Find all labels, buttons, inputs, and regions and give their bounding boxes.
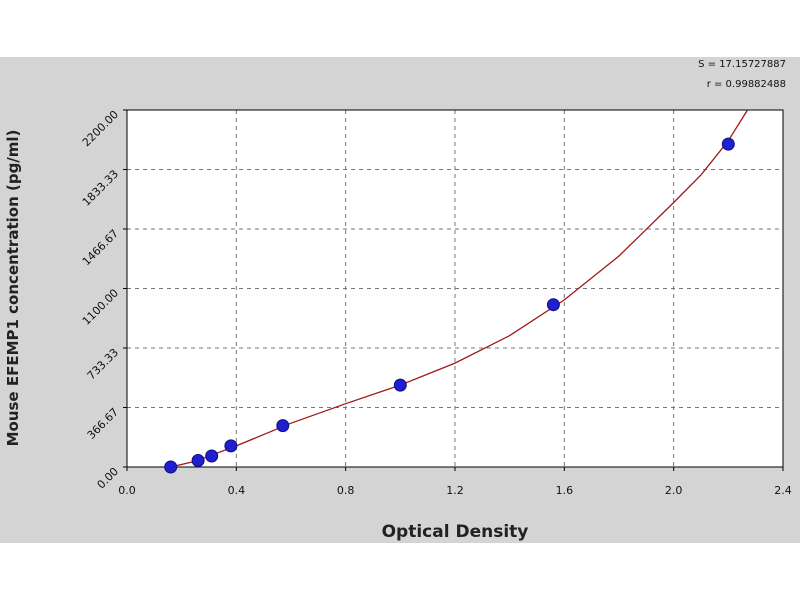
chart: 0.0 0.4 0.8 1.2 1.6 2.0 2.4 0.00 366.67 733.33 11…	[4, 59, 792, 542]
data-point	[224, 439, 238, 453]
data-point	[164, 460, 178, 474]
stat-s: S = 17.15727887	[698, 59, 786, 70]
fit-curve-group	[170, 109, 749, 467]
stat-r: r = 0.99882488	[707, 79, 786, 90]
data-point	[191, 454, 205, 467]
x-tick-label: 2.0	[665, 484, 683, 497]
y-tick-label: 366.67	[85, 405, 121, 441]
y-axis-title: Mouse EFEMP1 concentration (pg/ml)	[4, 130, 22, 447]
data-point	[276, 419, 290, 433]
fit-curve	[170, 109, 749, 467]
y-tick-label: 2200.00	[80, 108, 121, 149]
x-tick-label: 0.8	[337, 484, 355, 497]
data-point	[393, 378, 407, 392]
chart-frame: 0.0 0.4 0.8 1.2 1.6 2.0 2.4 0.00 366.67 733.33 11…	[0, 57, 800, 543]
data-point	[546, 298, 560, 312]
y-tick-label: 1100.00	[80, 286, 121, 327]
grid	[127, 110, 783, 467]
y-tick-label: 1466.67	[80, 227, 121, 268]
x-axis-title: Optical Density	[382, 522, 529, 542]
x-tick-label: 1.2	[446, 484, 464, 497]
data-points	[164, 137, 735, 474]
y-tick-labels: 0.00 366.67 733.33 1100.00 1466.67 1833.33 220…	[80, 108, 127, 492]
y-tick-label: 1833.33	[80, 167, 121, 208]
data-point	[721, 137, 735, 151]
x-tick-label: 0.4	[228, 484, 246, 497]
x-tick-label: 1.6	[556, 484, 574, 497]
x-tick-label: 2.4	[774, 484, 792, 497]
data-point	[205, 449, 219, 463]
x-tick-label: 0.0	[118, 484, 136, 497]
y-tick-label: 0.00	[95, 465, 122, 492]
y-tick-label: 733.33	[85, 346, 121, 382]
x-tick-labels: 0.0 0.4 0.8 1.2 1.6 2.0 2.4	[118, 467, 792, 497]
